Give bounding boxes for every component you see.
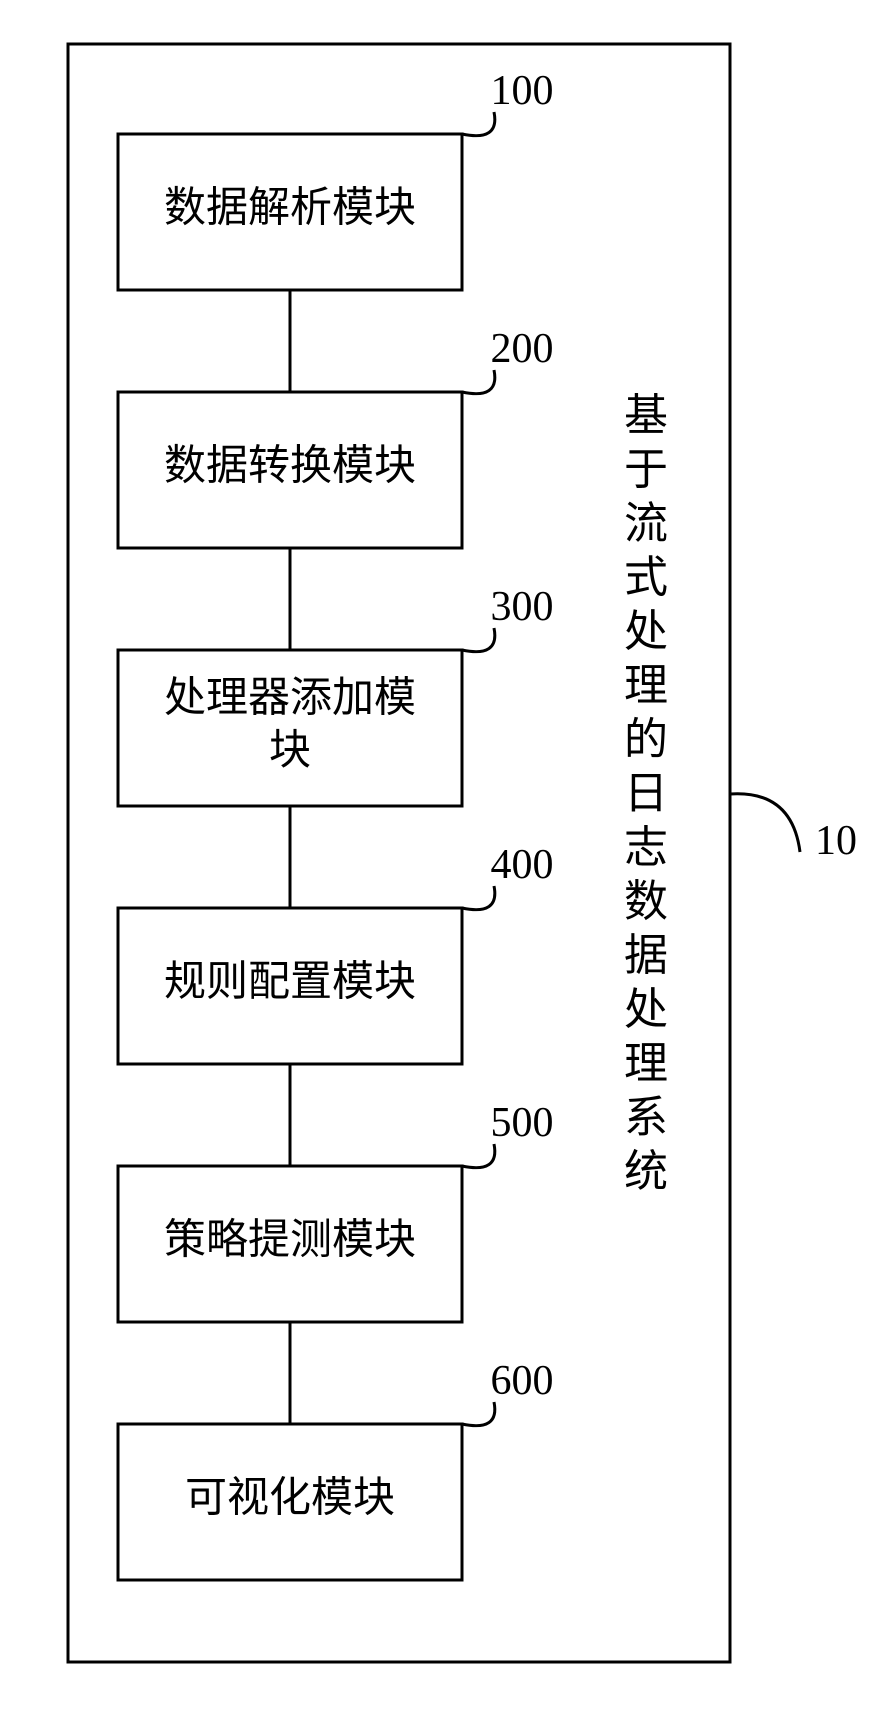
outer-leader-line [730, 794, 800, 852]
vertical-title-char: 数 [624, 877, 668, 926]
node-label: 处理器添加模 [164, 675, 416, 721]
vertical-title-char: 处 [624, 607, 668, 656]
node-number-label: 300 [491, 584, 554, 630]
node-number-label: 400 [491, 842, 554, 888]
flow-node-n400: 规则配置模块 400 [118, 842, 554, 1064]
node-label: 块 [269, 728, 311, 774]
vertical-title-char: 基 [624, 391, 668, 440]
flow-node-n200: 数据转换模块 200 [118, 326, 554, 548]
node-leader-line [462, 628, 495, 652]
vertical-title-char: 式 [624, 553, 668, 602]
node-label: 可视化模块 [185, 1476, 395, 1522]
node-label: 规则配置模块 [164, 960, 416, 1006]
outer-frame-label: 10 [815, 818, 857, 864]
node-number-label: 100 [491, 68, 554, 114]
vertical-title-char: 据 [624, 931, 668, 980]
vertical-title-char: 流 [624, 499, 668, 548]
vertical-title-char: 于 [624, 445, 668, 494]
node-leader-line [462, 370, 495, 394]
flow-node-n600: 可视化模块 600 [118, 1358, 554, 1580]
node-leader-line [462, 1402, 495, 1426]
flow-node-n500: 策略提测模块 500 [118, 1100, 554, 1322]
node-number-label: 200 [491, 326, 554, 372]
vertical-title-char: 系 [624, 1093, 668, 1142]
node-number-label: 500 [491, 1100, 554, 1146]
node-label: 数据解析模块 [164, 186, 416, 232]
vertical-title-char: 统 [624, 1147, 668, 1196]
vertical-title-char: 的 [624, 715, 668, 764]
node-leader-line [462, 112, 495, 136]
vertical-title-char: 理 [624, 661, 668, 710]
node-label: 数据转换模块 [164, 444, 416, 490]
vertical-title-char: 理 [624, 1039, 668, 1088]
flow-node-n300: 处理器添加模块 300 [118, 584, 554, 806]
flowchart-canvas: 数据解析模块 100 数据转换模块 200 处理器添加模块 300 规则配置模块 400 策略提… [0, 0, 888, 1713]
vertical-title-char: 处 [624, 985, 668, 1034]
node-leader-line [462, 1144, 495, 1168]
flow-node-n100: 数据解析模块 100 [118, 68, 554, 290]
node-label: 策略提测模块 [164, 1218, 416, 1264]
node-leader-line [462, 886, 495, 910]
vertical-title-char: 日 [624, 769, 668, 818]
node-number-label: 600 [491, 1358, 554, 1404]
vertical-title-char: 志 [624, 823, 668, 872]
